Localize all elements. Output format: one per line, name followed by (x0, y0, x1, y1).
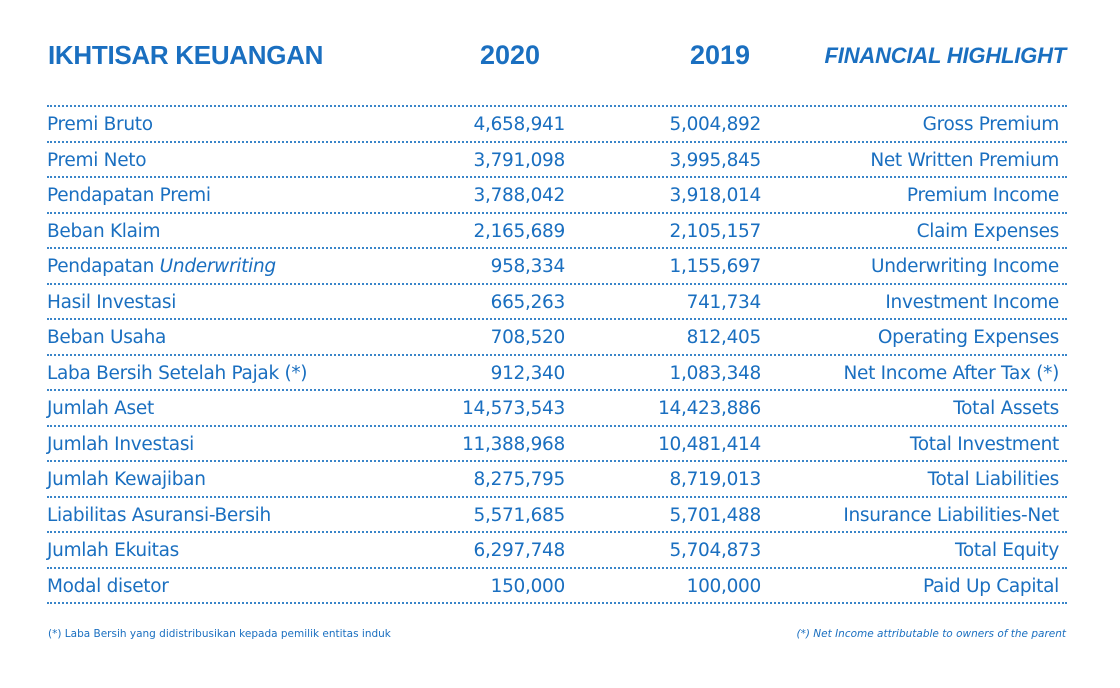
row-label-english: Total Equity (955, 540, 1059, 561)
table-row: Liabilitas Asuransi-Bersih 5,571,685 5,701… (47, 498, 1067, 533)
value-2020: 150,000 (490, 575, 566, 597)
year-2019-header: 2019 (690, 40, 751, 70)
table-row: Premi Neto 3,791,098 3,995,845 Net Written … (47, 143, 1067, 178)
value-2019: 5,004,892 (669, 114, 762, 135)
row-label-indonesian: Jumlah Investasi (47, 434, 194, 455)
footnote-english: (*) Net Income attributable to owners of… (796, 628, 1066, 640)
table-row: Hasil Investasi 665,263 741,734 Investment … (47, 285, 1067, 320)
table-header: IKHTISAR KEUANGAN 2020 2019 FINANCIAL HI… (0, 40, 1120, 80)
row-label-indonesian-text: Hasil Investasi (47, 291, 177, 313)
value-2019: 1,155,697 (669, 256, 762, 277)
value-2019: 1,083,348 (669, 362, 762, 384)
row-label-english: Total Assets (953, 398, 1059, 419)
row-label-indonesian: Pendapatan Underwriting (47, 256, 276, 277)
row-label-indonesian-text: Jumlah Kewajiban (47, 469, 206, 490)
value-2019: 3,918,014 (669, 185, 762, 206)
value-2020: 958,334 (490, 256, 566, 277)
row-label-english: Operating Expenses (877, 327, 1059, 348)
value-2019: 14,423,886 (658, 398, 761, 419)
row-label-english: Net Written Premium (870, 149, 1059, 171)
value-2020: 3,791,098 (473, 149, 566, 171)
row-label-indonesian: Premi Bruto (47, 114, 153, 135)
row-label-indonesian-text: Premi Neto (47, 149, 147, 171)
row-label-indonesian: Laba Bersih Setelah Pajak (*) (47, 362, 308, 384)
value-2019: 10,481,414 (658, 433, 761, 455)
row-label-indonesian: Beban Usaha (47, 327, 166, 348)
value-2019: 812,405 (686, 327, 762, 348)
value-2019: 5,704,873 (669, 540, 762, 561)
row-label-indonesian: Modal disetor (47, 576, 169, 597)
row-label-indonesian-text: Pendapatan (47, 256, 160, 277)
value-2020: 5,571,685 (473, 504, 566, 526)
value-2019: 2,105,157 (669, 220, 762, 242)
table-row: Laba Bersih Setelah Pajak (*) 912,340 1,08… (47, 356, 1067, 391)
row-label-indonesian: Hasil Investasi (47, 292, 176, 313)
row-label-indonesian: Jumlah Kewajiban (47, 469, 206, 490)
table-row: Jumlah Ekuitas 6,297,748 5,704,873 Total Eq… (47, 533, 1067, 569)
row-label-english: Premium Income (906, 185, 1059, 206)
row-label-indonesian: Liabilitas Asuransi-Bersih (47, 505, 271, 526)
row-label-indonesian-text: Beban Klaim (47, 220, 161, 242)
row-label-indonesian: Jumlah Aset (47, 398, 154, 419)
value-2020: 912,340 (490, 362, 566, 384)
top-divider (47, 105, 1067, 107)
table-row: Modal disetor 150,000 100,000 Paid Up Capit… (47, 569, 1067, 604)
table-row: Pendapatan Premi 3,788,042 3,918,014 Premiu… (47, 178, 1067, 214)
row-label-indonesian-text: Premi Bruto (47, 114, 153, 135)
row-label-english: Gross Premium (922, 114, 1060, 135)
value-2019: 741,734 (686, 291, 762, 313)
value-2020: 2,165,689 (473, 220, 566, 242)
row-label-english: Claim Expenses (916, 220, 1060, 242)
footnote-indonesian: (*) Laba Bersih yang didistribusikan kep… (48, 628, 391, 640)
row-label-indonesian: Jumlah Ekuitas (47, 540, 179, 561)
row-label-indonesian: Pendapatan Premi (47, 185, 211, 206)
row-label-english: Paid Up Capital (923, 575, 1059, 597)
row-label-english: Insurance Liabilities-Net (843, 504, 1059, 526)
value-2020: 3,788,042 (473, 185, 566, 206)
table-row: Beban Usaha 708,520 812,405 Operating Expen… (47, 320, 1067, 356)
value-2020: 708,520 (490, 327, 566, 348)
value-2019: 3,995,845 (669, 149, 762, 171)
row-label-english: Net Income After Tax (*) (843, 362, 1059, 384)
row-label-english: Underwriting Income (871, 256, 1059, 277)
table-row: Jumlah Investasi 11,388,968 10,481,414 Tota… (47, 427, 1067, 462)
row-label-indonesian-text: Jumlah Ekuitas (47, 540, 180, 561)
table-row: Jumlah Kewajiban 8,275,795 8,719,013 Total … (47, 462, 1067, 498)
value-2019: 8,719,013 (669, 469, 762, 490)
value-2020: 6,297,748 (473, 540, 566, 561)
row-label-indonesian-text: Modal disetor (47, 575, 169, 597)
row-label-indonesian: Premi Neto (47, 149, 147, 171)
value-2020: 4,658,941 (473, 114, 566, 135)
value-2020: 11,388,968 (462, 433, 565, 455)
row-label-english: Total Liabilities (927, 469, 1060, 490)
table-row: Jumlah Aset 14,573,543 14,423,886 Total Ass… (47, 391, 1067, 427)
row-label-english: Total Investment (909, 433, 1059, 455)
row-label-indonesian-text: Laba Bersih Setelah Pajak (*) (47, 362, 308, 384)
value-2020: 8,275,795 (473, 469, 566, 490)
row-label-indonesian-italic: Underwriting (159, 256, 276, 277)
value-2020: 14,573,543 (462, 398, 565, 419)
row-label-indonesian-text: Jumlah Investasi (47, 433, 195, 455)
value-2019: 100,000 (686, 575, 762, 597)
value-2020: 665,263 (490, 291, 566, 313)
title-indonesian: IKHTISAR KEUANGAN (48, 40, 324, 70)
table-body: Premi Bruto 4,658,941 5,004,892 Gross Premi… (47, 107, 1067, 604)
row-label-indonesian-text: Jumlah Aset (47, 398, 154, 419)
row-label-indonesian-text: Liabilitas Asuransi-Bersih (47, 504, 271, 526)
table-row: Beban Klaim 2,165,689 2,105,157 Claim Expen… (47, 214, 1067, 249)
year-2020-header: 2020 (480, 40, 541, 70)
row-label-indonesian-text: Beban Usaha (47, 327, 167, 348)
value-2019: 5,701,488 (669, 504, 762, 526)
financial-highlight-table: Premi Bruto 4,658,941 5,004,892 Gross Premi… (47, 105, 1067, 604)
row-label-english: Investment Income (885, 291, 1059, 313)
title-english: FINANCIAL HIGHLIGHT (824, 43, 1067, 68)
row-label-indonesian-text: Pendapatan Premi (47, 185, 211, 206)
table-row: Premi Bruto 4,658,941 5,004,892 Gross Premi… (47, 107, 1067, 143)
row-label-indonesian: Beban Klaim (47, 220, 161, 242)
table-row: Pendapatan Underwriting 958,334 1,155,697 U… (47, 249, 1067, 285)
